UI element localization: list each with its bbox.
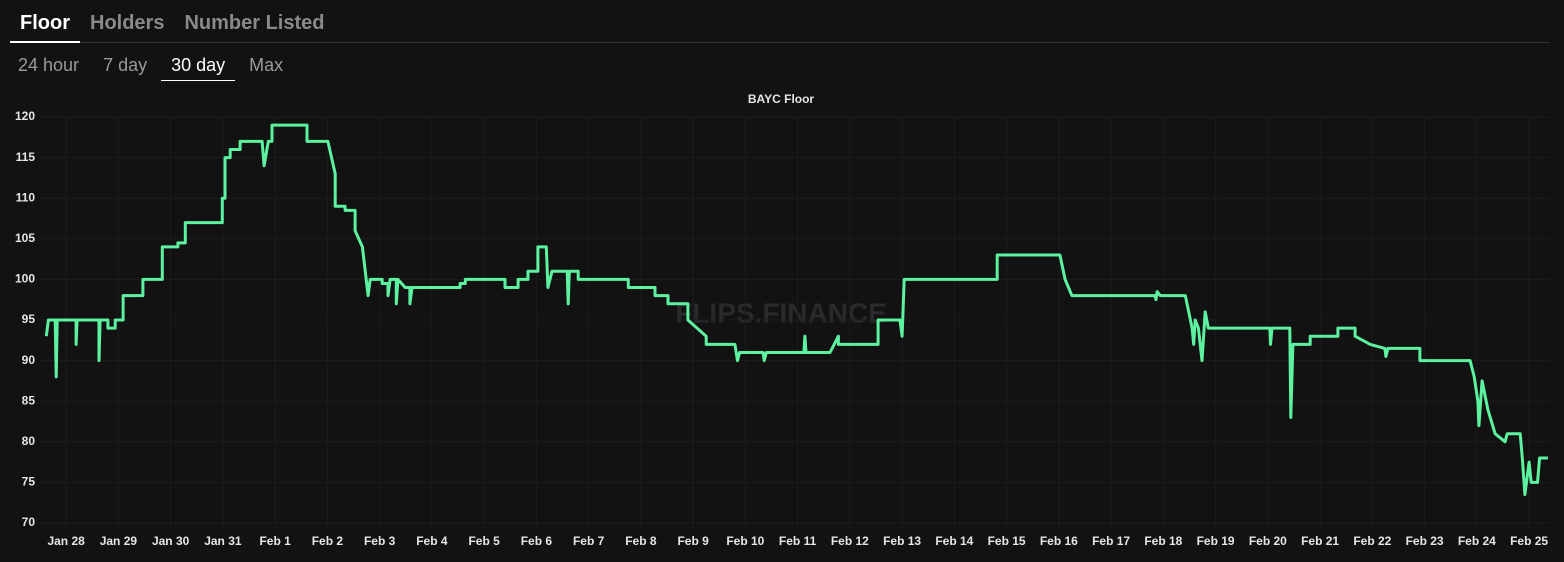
y-tick-label: 70 [22, 515, 36, 529]
y-tick-label: 90 [22, 353, 36, 367]
y-tick-label: 110 [16, 190, 36, 204]
range-button[interactable]: 24 hour [18, 55, 80, 75]
range-bar: 24 hour 7 day 30 day Max [8, 52, 297, 81]
x-tick-label: Feb 7 [573, 534, 605, 548]
range-button[interactable]: Max [249, 55, 284, 75]
x-tick-label: Feb 8 [625, 534, 657, 548]
x-tick-label: Feb 17 [1092, 534, 1130, 548]
x-tick-label: Feb 14 [935, 534, 973, 548]
x-tick-label: Feb 18 [1144, 534, 1182, 548]
y-tick-label: 105 [15, 231, 35, 245]
x-tick-label: Feb 23 [1406, 534, 1444, 548]
y-tick-label: 115 [16, 150, 36, 164]
x-tick-label: Feb 19 [1197, 534, 1235, 548]
range-button[interactable]: 7 day [103, 55, 148, 75]
x-tick-label: Feb 5 [468, 534, 500, 548]
x-tick-label: Feb 2 [312, 534, 344, 548]
x-tick-label: Feb 15 [988, 534, 1026, 548]
x-tick-label: Jan 31 [204, 534, 242, 548]
x-tick-label: Feb 6 [521, 534, 553, 548]
x-tick-label: Feb 13 [883, 534, 921, 548]
y-tick-label: 80 [22, 434, 36, 448]
x-tick-label: Feb 22 [1353, 534, 1391, 548]
tab[interactable]: Holders [90, 12, 165, 34]
watermark: FLIPS.FINANCE [675, 297, 887, 328]
x-tick-label: Feb 1 [259, 534, 291, 548]
x-tick-label: Feb 21 [1301, 534, 1339, 548]
tab-bar: Floor Holders Number Listed [10, 0, 1550, 43]
x-tick-label: Feb 9 [677, 534, 709, 548]
range-button[interactable]: 30 day [161, 52, 236, 81]
x-tick-label: Jan 30 [152, 534, 190, 548]
tab[interactable]: Number Listed [184, 12, 325, 34]
y-tick-label: 100 [15, 272, 35, 286]
x-tick-label: Feb 10 [726, 534, 764, 548]
x-tick-label: Feb 16 [1040, 534, 1078, 548]
y-tick-label: 85 [22, 393, 36, 407]
x-tick-label: Feb 4 [416, 534, 448, 548]
x-tick-label: Feb 25 [1510, 534, 1548, 548]
x-tick-label: Jan 29 [100, 534, 138, 548]
chart-title: BAYC Floor [748, 92, 815, 106]
line [44, 123, 1548, 497]
x-tick-label: Feb 3 [364, 534, 396, 548]
x-tick-label: Feb 11 [779, 534, 817, 548]
y-tick-label: 75 [22, 475, 36, 489]
x-tick-label: Feb 20 [1249, 534, 1287, 548]
tab[interactable]: Floor [10, 0, 80, 43]
x-tick-label: Feb 24 [1458, 534, 1496, 548]
y-tick-label: 120 [15, 109, 35, 123]
x-tick-label: Feb 12 [831, 534, 869, 548]
x-tick-label: Jan 28 [47, 534, 85, 548]
y-tick-label: 95 [22, 312, 36, 326]
